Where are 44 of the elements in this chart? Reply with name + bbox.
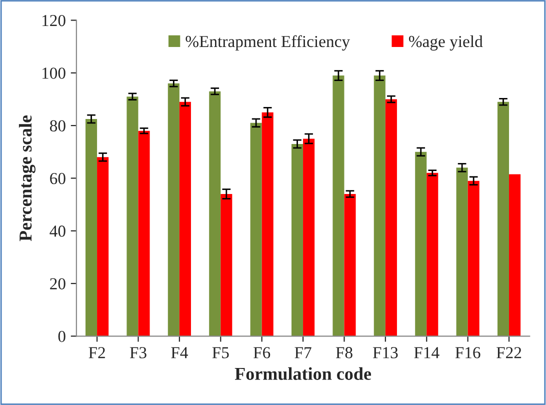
bar (456, 168, 468, 336)
bar (179, 102, 191, 336)
bar (209, 91, 221, 336)
bar (468, 180, 480, 336)
x-tick-label: F13 (372, 347, 398, 358)
x-tick-label: F5 (212, 347, 229, 358)
bar (303, 138, 315, 336)
x-tick-label: F3 (130, 347, 146, 358)
bar (509, 174, 521, 336)
legend-label: %Entrapment Efficiency (186, 35, 350, 51)
bar (168, 83, 180, 336)
x-tick-label: F2 (88, 347, 105, 358)
bar (374, 76, 386, 336)
y-tick-label: 80 (50, 120, 66, 132)
bar (250, 122, 262, 336)
bar (344, 194, 356, 336)
bar (262, 112, 274, 336)
x-tick-label: F7 (294, 347, 312, 358)
y-axis-title: Percentage scale (18, 115, 36, 242)
x-tick-label: F4 (171, 347, 188, 358)
y-tick-label: 20 (50, 278, 66, 290)
x-tick-label: F14 (414, 347, 440, 358)
bar (126, 96, 138, 336)
x-tick-label: F6 (254, 347, 270, 358)
y-tick-label: 40 (50, 226, 66, 237)
y-tick-label: 0 (58, 330, 66, 342)
y-tick-label: 60 (50, 172, 66, 184)
bar (497, 102, 510, 336)
bar (385, 99, 397, 336)
y-tick-label: 120 (42, 14, 66, 26)
bar (86, 118, 98, 336)
bar (97, 157, 109, 336)
legend-label: %age yield (408, 35, 483, 51)
bar (332, 76, 344, 336)
y-tick-label: 100 (42, 68, 66, 79)
x-tick-label: F8 (336, 347, 352, 358)
bar (291, 144, 304, 336)
x-tick-label: F16 (455, 347, 480, 358)
bar (415, 152, 427, 336)
x-tick-label: F22 (496, 347, 522, 358)
bar (426, 172, 438, 336)
bar (138, 130, 150, 336)
x-axis-title: Formulation code (234, 367, 372, 380)
bar (220, 194, 232, 336)
